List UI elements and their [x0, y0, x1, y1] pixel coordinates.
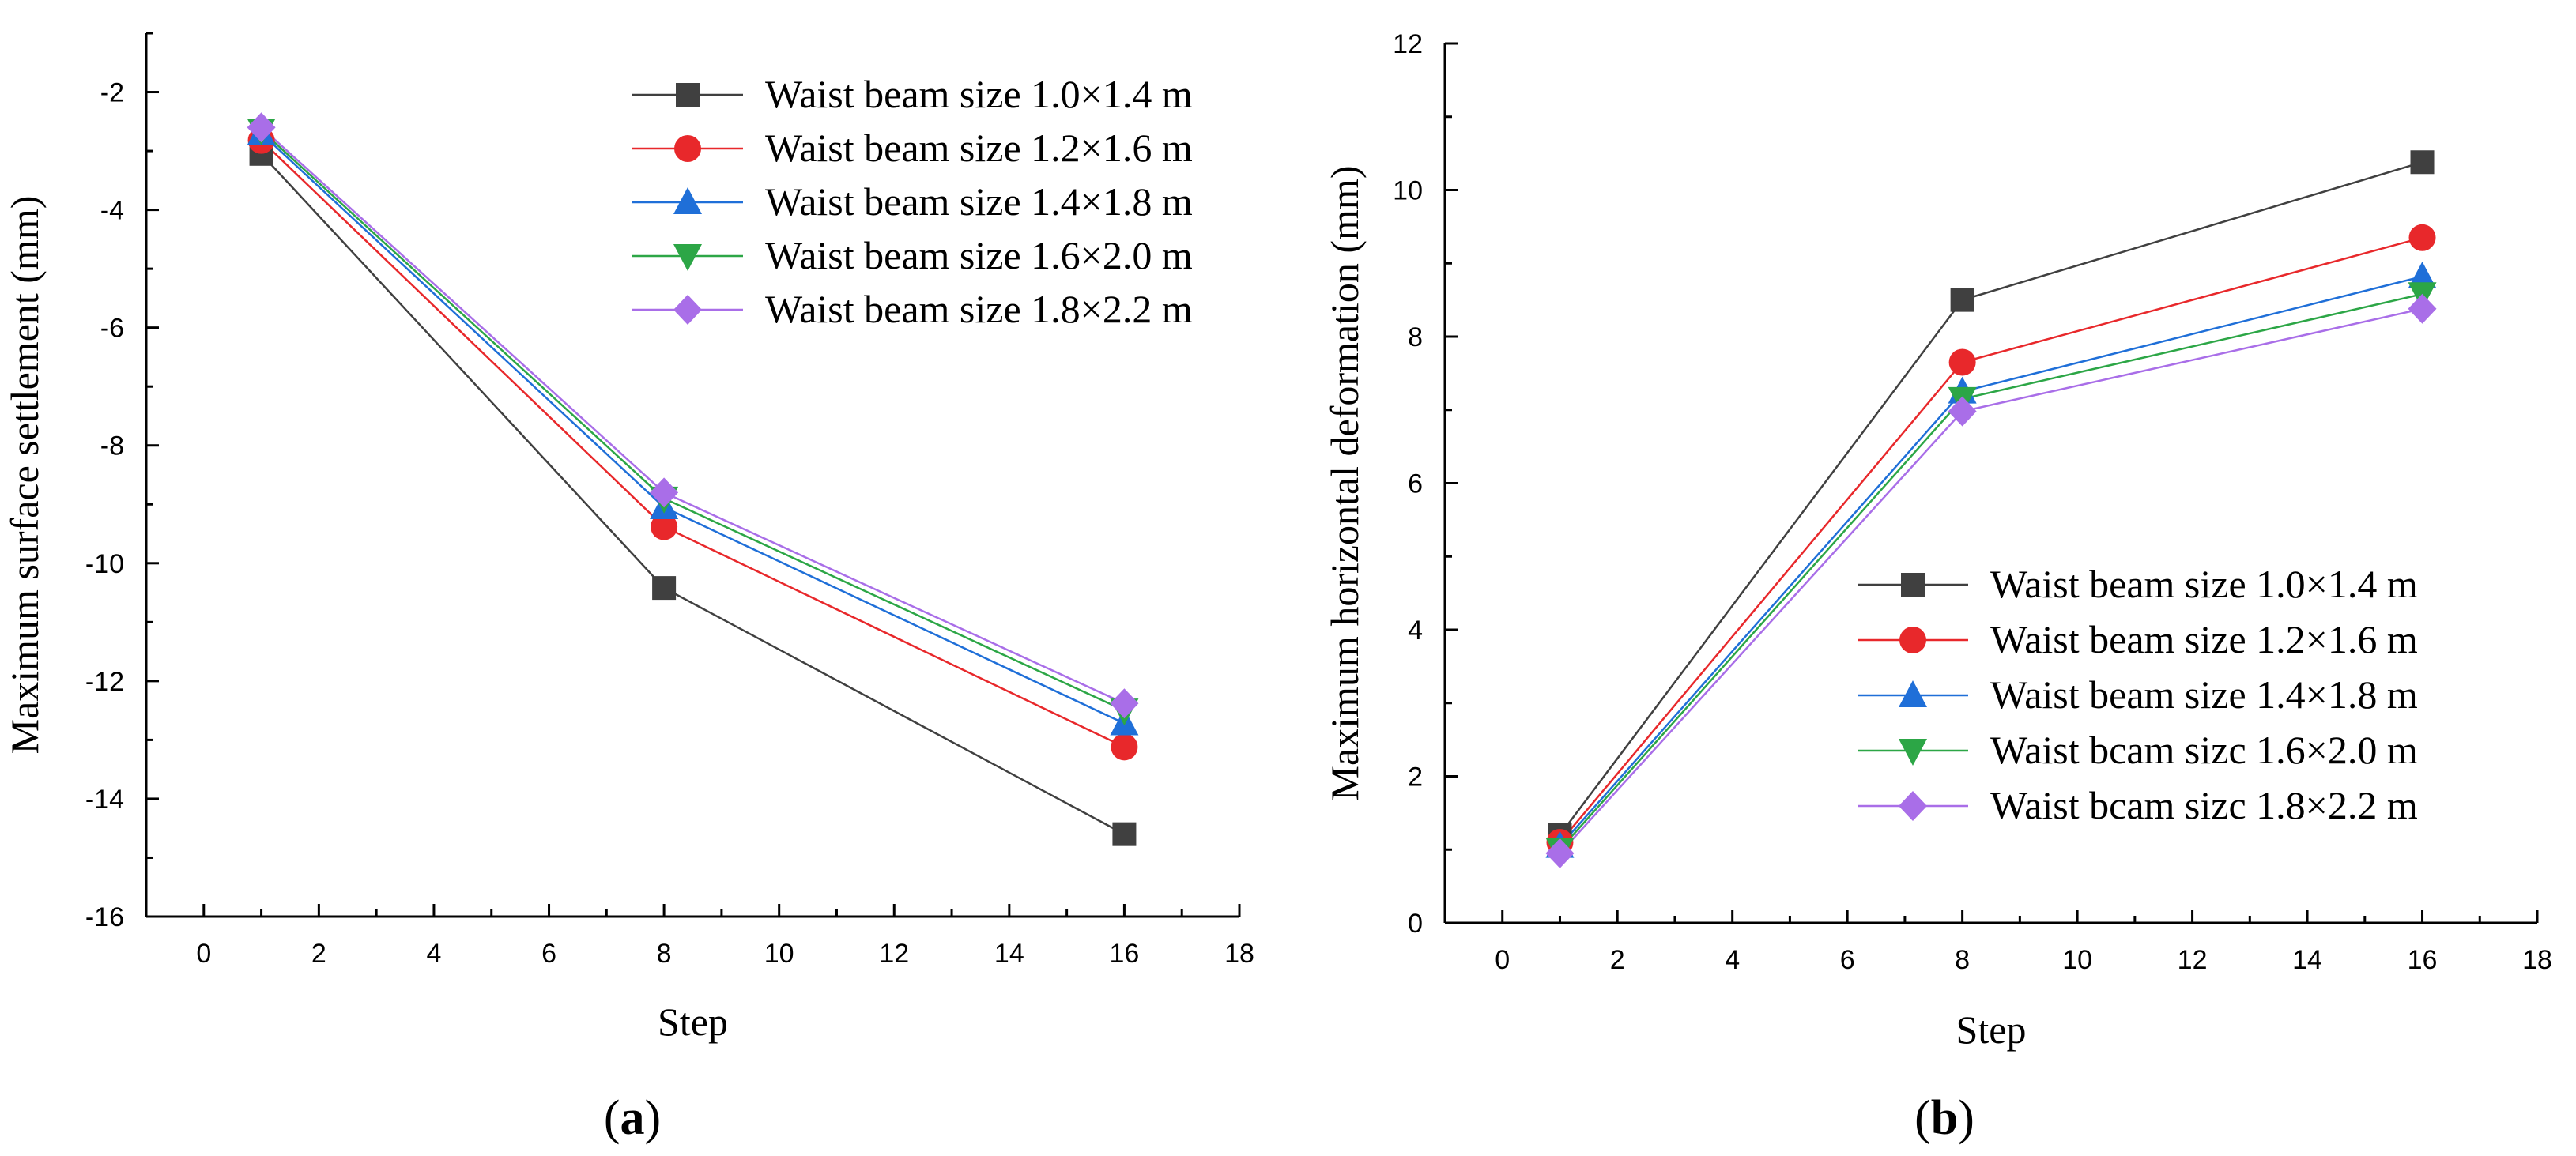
data-point-series-5	[650, 477, 679, 508]
y-tick-label: -12	[85, 667, 124, 697]
y-tick-label: 6	[1408, 469, 1423, 499]
x-tick-label: 14	[994, 939, 1024, 969]
legend-label: Waist beam size 1.2×1.6 m	[1990, 617, 2418, 661]
data-point-series-5	[2408, 293, 2437, 324]
x-tick-label: 18	[1224, 939, 1254, 969]
x-tick-label: 0	[196, 939, 211, 969]
x-tick-label: 6	[1840, 945, 1855, 975]
x-tick-label: 10	[764, 939, 794, 969]
x-tick-label: 6	[541, 939, 556, 969]
x-tick-label: 4	[426, 939, 441, 969]
y-tick-label: -8	[100, 431, 124, 461]
x-tick-label: 2	[1610, 945, 1625, 975]
legend-label: Waist beam size 1.0×1.4 m	[1990, 562, 2418, 606]
legend-label: Waist bcam sizc 1.8×2.2 m	[1990, 783, 2418, 827]
y-tick-label: -16	[85, 902, 124, 932]
y-tick-label: 10	[1393, 176, 1423, 206]
y-tick-label: -2	[100, 78, 124, 108]
legend: Waist beam size 1.0×1.4 m Waist beam size…	[1858, 562, 2418, 827]
data-point-series-5	[247, 112, 276, 143]
x-axis-title: Step	[658, 1000, 728, 1044]
legend-marker	[1899, 680, 1927, 707]
x-tick-label: 0	[1495, 945, 1510, 975]
x-tick-label: 8	[1955, 945, 1970, 975]
x-axis-title: Step	[1956, 1007, 2027, 1052]
data-point-series-2	[1948, 348, 1976, 376]
data-point-series-2	[651, 513, 678, 540]
data-point-series-3	[2408, 261, 2437, 288]
x-tick-label: 8	[657, 939, 672, 969]
data-point-series-1	[1950, 288, 1974, 312]
y-tick-label: -14	[85, 785, 124, 815]
series-line-2	[260, 139, 1125, 748]
x-tick-label: 12	[879, 939, 909, 969]
legend-marker	[673, 295, 702, 325]
y-axis-title: Maximum horizontal deformation (mm)	[1322, 166, 1367, 801]
y-tick-label: 8	[1408, 322, 1423, 352]
data-point-series-1	[652, 576, 677, 601]
legend-label: Waist beam size 1.0×1.4 m	[765, 72, 1193, 116]
legend-marker	[676, 83, 700, 107]
legend-marker	[673, 244, 702, 271]
x-tick-label: 16	[1110, 939, 1140, 969]
x-tick-label: 12	[2178, 945, 2208, 975]
x-tick-label: 16	[2408, 945, 2438, 975]
data-point-series-1	[2410, 150, 2435, 175]
chart-panel-b: 0 2 4 6 8 10 12 0 2 4 6 8 10 12 14 16 18 Step Maximum hori…	[1322, 29, 2552, 1145]
x-tick-label: 4	[1725, 945, 1740, 975]
y-axis-title: Maximum surface settlement (mm)	[2, 196, 47, 755]
y-tick-label: -4	[100, 196, 124, 226]
data-point-series-5	[1110, 688, 1139, 719]
y-tick-label: 2	[1408, 763, 1423, 793]
data-point-series-1	[1112, 822, 1137, 846]
legend-label: Waist beam size 1.8×2.2 m	[765, 287, 1193, 331]
data-point-series-2	[1111, 733, 1138, 761]
legend-marker	[673, 187, 702, 214]
legend-marker	[1901, 573, 1925, 597]
legend-label: Waist beam size 1.2×1.6 m	[765, 126, 1193, 170]
y-tick-label: 4	[1408, 616, 1423, 646]
x-tick-label: 10	[2062, 945, 2092, 975]
y-tick-label: 12	[1393, 29, 1423, 59]
data-point-series-5	[1948, 396, 1977, 427]
x-tick-label: 18	[2522, 945, 2552, 975]
chart-panel-a: -16 -14 -12 -10 -8 -6 -4 -2 0 2 4 6 8 10 12 14 16 18 Step M…	[2, 32, 1254, 1145]
panel-label: (a)	[604, 1091, 661, 1145]
data-point-series-2	[2408, 224, 2436, 251]
legend: Waist beam size 1.0×1.4 m Waist beam size…	[632, 72, 1193, 331]
legend-marker	[674, 135, 701, 162]
x-tick-label: 14	[2292, 945, 2322, 975]
legend-marker	[1899, 739, 1927, 766]
legend-label: Waist beam size 1.4×1.8 m	[765, 179, 1193, 224]
legend-marker	[1899, 791, 1927, 821]
x-tick-label: 2	[311, 939, 326, 969]
legend-label: Waist bcam sizc 1.6×2.0 m	[1990, 728, 2418, 772]
panel-label: (b)	[1914, 1091, 1974, 1145]
legend-label: Waist beam size 1.6×2.0 m	[765, 233, 1193, 277]
data-point-series-5	[1545, 838, 1575, 868]
y-tick-label: -6	[100, 314, 124, 344]
legend-label: Waist beam size 1.4×1.8 m	[1990, 672, 2418, 717]
legend-marker	[1899, 627, 1926, 653]
y-tick-label: 0	[1408, 909, 1423, 939]
y-tick-label: -10	[85, 549, 124, 579]
